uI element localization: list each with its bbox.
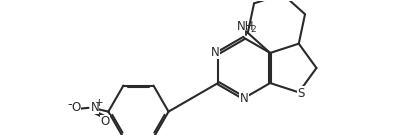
Text: 2: 2 <box>250 25 256 35</box>
Text: O: O <box>71 101 81 114</box>
Text: N: N <box>90 101 99 114</box>
Text: NH: NH <box>237 20 254 33</box>
Text: +: + <box>95 98 103 108</box>
Text: N: N <box>211 46 219 59</box>
Text: S: S <box>297 87 305 100</box>
Text: O: O <box>101 115 110 128</box>
Text: N: N <box>240 92 248 105</box>
Text: -: - <box>67 98 72 111</box>
